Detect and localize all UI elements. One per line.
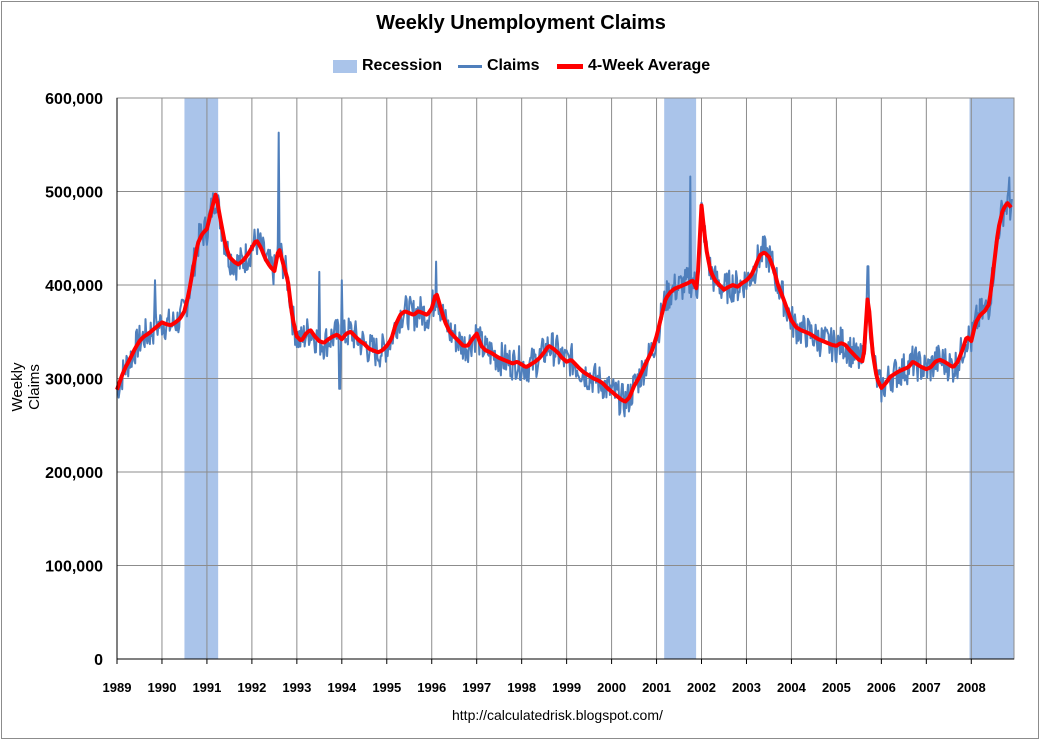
y-tick-label-5: 500,000 <box>45 185 103 202</box>
x-tick-label-4: 1993 <box>282 680 311 695</box>
legend-item-recession: Recession <box>333 56 442 76</box>
y-tick-label-4: 400,000 <box>45 278 103 295</box>
x-tick-label-1: 1990 <box>148 680 177 695</box>
source-credit: http://calculatedrisk.blogspot.com/ <box>452 707 663 723</box>
legend-label-recession: Recession <box>362 57 443 74</box>
x-tick-label-2: 1991 <box>192 680 221 695</box>
x-tick-label-11: 2000 <box>597 680 626 695</box>
x-tick-label-13: 2002 <box>687 680 716 695</box>
y-tick-label-0: 0 <box>94 652 103 669</box>
y-tick-label-6: 600,000 <box>45 91 103 108</box>
legend-item-average: 4-Week Average <box>557 56 710 76</box>
legend-swatch-recession <box>333 59 357 73</box>
legend: Recession Claims 4-Week Average <box>0 56 1042 76</box>
average-line <box>115 192 1013 404</box>
x-tick-label-17: 2006 <box>867 680 896 695</box>
x-tick-label-8: 1997 <box>462 680 491 695</box>
legend-item-claims: Claims <box>458 56 539 76</box>
legend-label-average: 4-Week Average <box>588 57 711 74</box>
x-tick-label-5: 1994 <box>327 680 357 695</box>
y-tick-label-2: 200,000 <box>45 465 103 482</box>
x-tick-label-18: 2007 <box>912 680 941 695</box>
x-tick-label-9: 1998 <box>507 680 536 695</box>
x-tick-label-0: 1989 <box>103 680 132 695</box>
x-tick-label-7: 1996 <box>417 680 446 695</box>
x-tick-label-12: 2001 <box>642 680 671 695</box>
x-tick-label-3: 1992 <box>237 680 266 695</box>
x-tick-label-6: 1995 <box>372 680 401 695</box>
x-tick-label-10: 1999 <box>552 680 581 695</box>
chart-title: Weekly Unemployment Claims <box>376 12 666 34</box>
x-tick-label-16: 2005 <box>822 680 851 695</box>
x-tick-label-14: 2003 <box>732 680 761 695</box>
x-tick-label-15: 2004 <box>777 680 807 695</box>
legend-swatch-claims <box>458 64 482 68</box>
legend-label-claims: Claims <box>487 57 540 74</box>
legend-swatch-average <box>557 63 583 69</box>
y-tick-label-1: 100,000 <box>45 559 103 576</box>
y-tick-label-3: 300,000 <box>45 372 103 389</box>
x-tick-label-19: 2008 <box>957 680 986 695</box>
